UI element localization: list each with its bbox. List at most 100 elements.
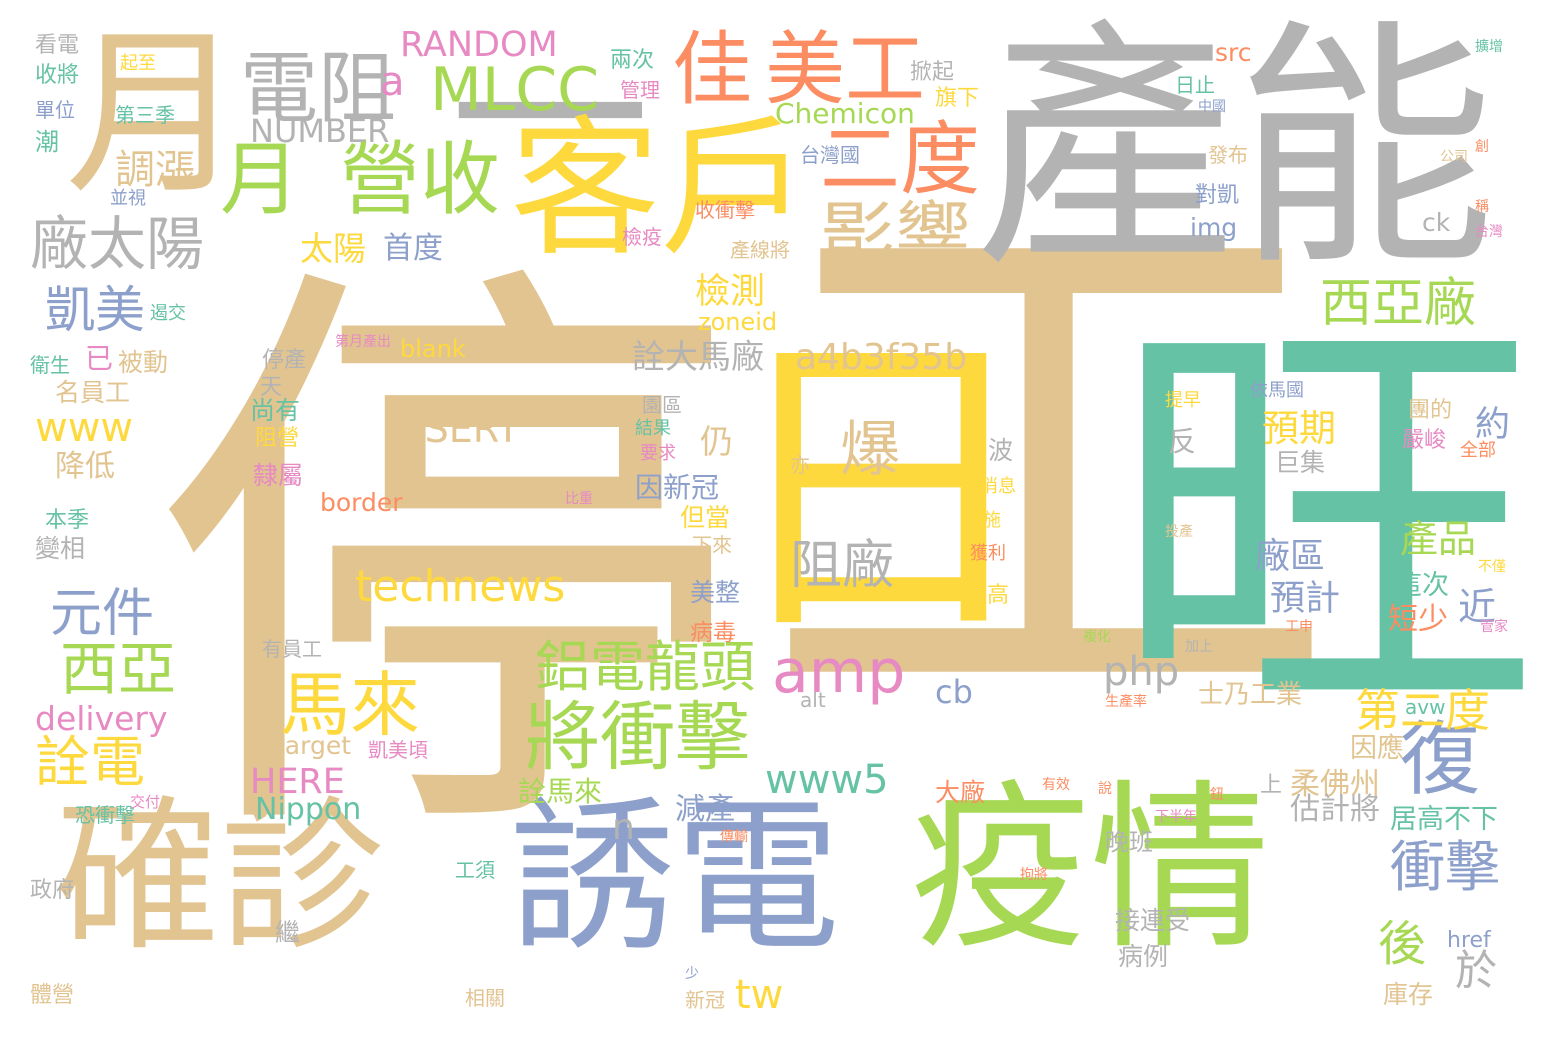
word-43: HERE: [250, 762, 345, 802]
word-133: 最高: [965, 583, 1010, 608]
word-70: 近: [1458, 585, 1497, 629]
word-150: 要求: [640, 443, 676, 464]
word-102: 尚有: [250, 396, 301, 425]
word-161: 加上: [1185, 639, 1213, 655]
word-61: 太陽: [300, 229, 366, 268]
word-27: 西亞: [60, 635, 177, 703]
word-65: 預期: [1262, 407, 1336, 450]
word-21: 西亞廠: [1320, 274, 1477, 334]
word-73: 因應: [1350, 733, 1404, 764]
word-33: www5: [765, 757, 889, 803]
word-68: 廠區: [1255, 537, 1326, 577]
word-7: 客戶: [510, 103, 811, 277]
word-171: 拘將: [1020, 867, 1048, 883]
word-74: 柔佛州: [1290, 767, 1380, 802]
word-115: 管理: [620, 78, 660, 102]
word-127: 嚴峻: [1402, 428, 1447, 453]
word-169: 比重: [565, 491, 593, 507]
word-155: 公司: [1440, 149, 1468, 165]
word-0: 停: [150, 221, 740, 908]
word-14: 美工: [765, 23, 925, 116]
word-18: 影響: [820, 193, 971, 281]
word-55: src: [1215, 38, 1252, 67]
word-91: 但當: [680, 503, 731, 532]
word-160: 管家: [1480, 619, 1508, 635]
word-167: 第月產出: [335, 334, 391, 350]
word-106: 波: [988, 436, 1014, 465]
word-168: 預計將: [470, 491, 512, 507]
word-77: 士乃工業: [1198, 680, 1303, 710]
word-92: 下來: [692, 533, 732, 557]
word-173: 鈕: [1210, 787, 1224, 803]
word-48: zoneid: [698, 308, 778, 336]
word-9: 誘電: [510, 781, 840, 973]
word-71: 這次: [1395, 570, 1449, 601]
word-174: 說: [1098, 781, 1112, 797]
word-3: 日: [720, 304, 1040, 676]
word-89: 仍: [700, 422, 733, 461]
word-11: 電阻: [240, 44, 397, 134]
word-32: www: [35, 405, 134, 451]
word-25: INSERT: [385, 407, 520, 451]
word-175: 少: [685, 966, 699, 982]
word-153: 下半年: [1155, 809, 1197, 825]
word-17: 二度: [820, 113, 980, 206]
word-135: 消息: [980, 476, 1016, 497]
word-60: 調漲: [115, 147, 195, 193]
word-52: tw: [735, 972, 784, 1018]
word-140: 政府: [30, 878, 75, 903]
word-62: 首度: [383, 231, 443, 266]
word-2: 旺: [1110, 275, 1540, 775]
word-79: 詮馬來: [518, 775, 603, 808]
word-44: Nippon: [255, 792, 362, 827]
word-20: 凱美: [45, 281, 145, 339]
word-75: 估計將: [1290, 792, 1380, 827]
word-67: 產品: [1400, 517, 1477, 561]
word-30: 鋁電龍頭: [535, 635, 756, 699]
word-112: 單位: [35, 98, 75, 122]
word-130: 全部: [1460, 440, 1496, 461]
word-47: blank: [400, 335, 466, 363]
word-136: 亦: [790, 453, 810, 477]
word-124: 發布: [1208, 143, 1248, 167]
word-63: 檢測: [695, 272, 766, 312]
word-64: 詮大馬廠: [632, 337, 764, 376]
word-172: 有效: [1042, 777, 1070, 793]
word-144: 交付: [130, 793, 161, 811]
word-94: 病毒: [690, 620, 736, 646]
word-88: 反: [1168, 425, 1197, 458]
word-29: amp: [772, 637, 906, 707]
word-125: 園區: [642, 393, 682, 417]
word-166: 投產: [1165, 524, 1193, 540]
word-109: 員: [255, 668, 273, 689]
word-78: 減產: [675, 792, 735, 827]
word-152: 凱美頃: [368, 738, 428, 762]
word-149: 第三季: [115, 103, 175, 127]
word-86: 晚班: [1105, 828, 1153, 856]
word-83: 接連受: [1115, 906, 1191, 935]
word-151: 結果: [635, 418, 671, 439]
word-156: 稱: [1475, 199, 1489, 215]
word-22: 爆: [840, 415, 900, 485]
word-72: 短少: [1388, 602, 1448, 637]
word-128: 依馬國: [1250, 380, 1304, 401]
word-103: 阻營: [255, 426, 300, 451]
word-39: NUMBER: [250, 112, 390, 150]
word-49: Chemicon: [775, 97, 915, 130]
word-66: 約: [1475, 405, 1511, 445]
word-36: 第二度: [1355, 684, 1491, 737]
word-100: 變相: [35, 534, 86, 563]
word-119: 台灣國: [800, 143, 860, 167]
word-118: 日止: [1175, 73, 1215, 97]
word-58: avw: [1405, 695, 1446, 719]
word-159: 不僅: [1478, 559, 1506, 575]
word-158: 擴增: [1475, 39, 1503, 55]
word-157: 創: [1475, 139, 1489, 155]
word-82: 於: [1455, 946, 1498, 995]
word-141: 體營: [30, 983, 75, 1008]
word-146: 遏交: [150, 303, 186, 324]
word-6: 月: [65, 10, 246, 219]
word-142: 新冠: [685, 988, 725, 1012]
word-69: 預計: [1270, 579, 1341, 619]
